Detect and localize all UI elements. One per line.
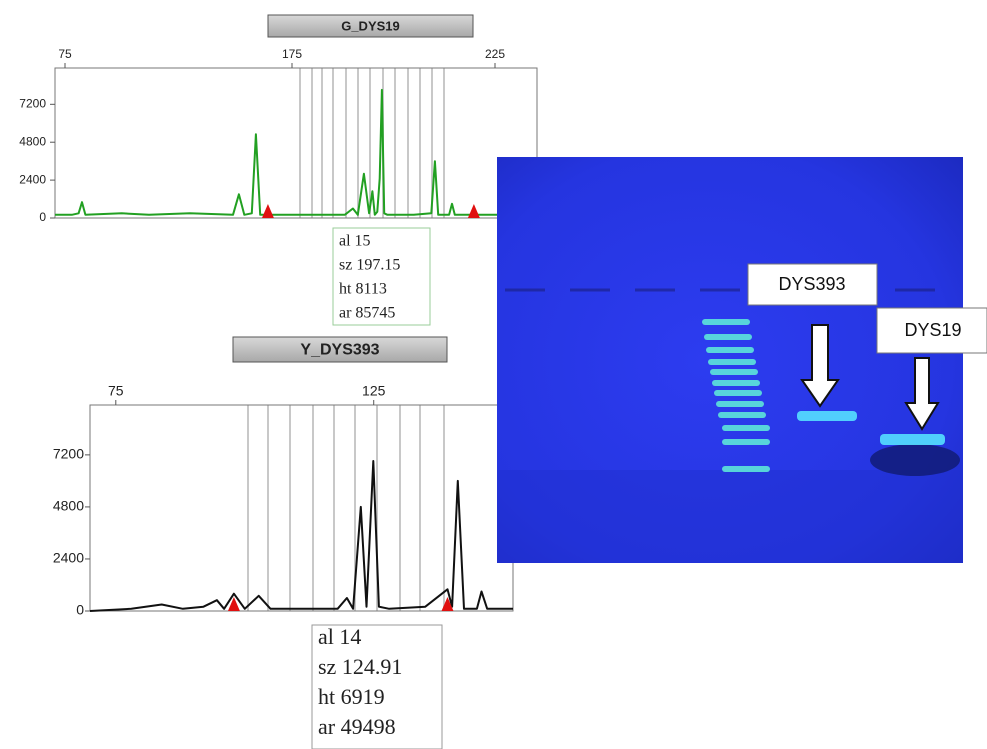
annotation: ht 8113: [339, 281, 387, 298]
annotation: al 15: [339, 233, 371, 250]
plot-frame: [89, 404, 514, 612]
band: [797, 411, 857, 421]
y-tick-label: 7200: [53, 446, 84, 462]
arrow: [800, 324, 840, 408]
annotation: sz 124.91: [318, 654, 402, 679]
x-tick-label: 125: [362, 383, 386, 399]
peak-marker: [261, 204, 274, 218]
band: [880, 434, 945, 445]
arrow: [904, 357, 940, 431]
peak-marker: [227, 597, 240, 611]
gel-label: DYS393: [778, 274, 845, 294]
peak-marker: [467, 204, 480, 218]
label-box: [747, 263, 878, 306]
ladder-band: [716, 401, 764, 407]
ladder-band: [704, 334, 752, 340]
charts: G_DYS19 75 175 225 0 2400 4800 7200 al 15 sz 197.…: [19, 14, 538, 749]
y-tick-label: 0: [76, 602, 84, 618]
annotation: ht 6919: [318, 684, 385, 709]
ladder-band: [710, 369, 758, 375]
x-tick-label: 75: [58, 47, 72, 61]
trace: [89, 460, 513, 612]
ladder-band: [714, 390, 762, 396]
peak-marker: [441, 597, 454, 611]
ladder-band: [722, 425, 770, 431]
y-tick-label: 2400: [53, 550, 84, 566]
gel-shade: [497, 470, 963, 563]
x-tick-label: 75: [108, 383, 124, 399]
annotation-box: [311, 624, 443, 749]
ladder-band: [718, 412, 766, 418]
x-tick-label: 175: [282, 47, 302, 61]
band-shadow: [870, 444, 960, 476]
annotation-box: [332, 227, 431, 326]
annotation: ar 49498: [318, 714, 396, 739]
chart-title: Y_DYS393: [300, 342, 379, 359]
chart-title: G_DYS19: [341, 18, 400, 33]
plot-frame: [54, 67, 538, 219]
gel-label: DYS19: [904, 320, 961, 340]
ladder-band: [722, 466, 770, 472]
title-box: [232, 336, 448, 363]
ladder-band: [702, 319, 750, 325]
ladder: [702, 319, 770, 472]
ladder-band: [722, 439, 770, 445]
trace: [55, 88, 537, 216]
x-tick-label: 225: [485, 47, 505, 61]
y-tick-label: 2400: [19, 172, 46, 186]
label-box: [876, 307, 987, 354]
y-tick-label: 7200: [19, 96, 46, 110]
y-tick-label: 4800: [53, 498, 84, 514]
annotation: sz 197.15: [339, 257, 400, 274]
y-tick-label: 4800: [19, 134, 46, 148]
annotation: al 14: [318, 624, 361, 649]
ladder-band: [706, 347, 754, 353]
ladder-band: [712, 380, 760, 386]
gel-image: DYS393 DYS19: [497, 157, 987, 563]
title-box: [267, 14, 474, 38]
ladder-band: [708, 359, 756, 365]
y-tick-label: 0: [39, 210, 46, 224]
annotation: ar 85745: [339, 305, 395, 322]
